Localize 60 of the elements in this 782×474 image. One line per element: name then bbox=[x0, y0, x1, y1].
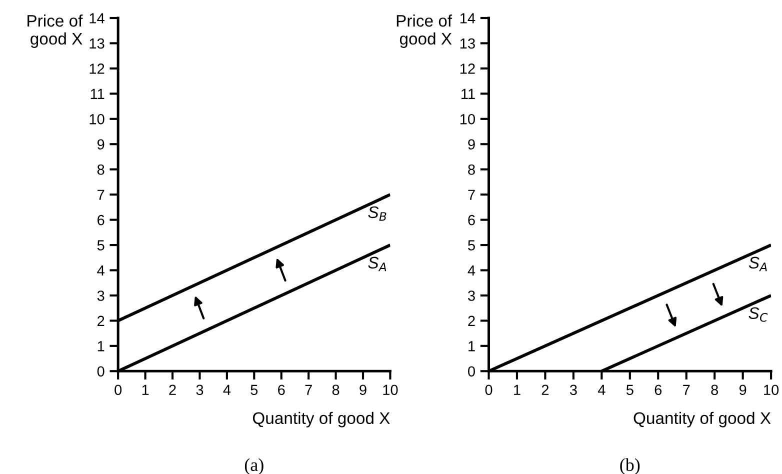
series-label: S$_{C}$ bbox=[748, 307, 768, 322]
y-tick-label: 1 bbox=[98, 341, 104, 352]
x-tick-label: 6 bbox=[654, 384, 662, 396]
x-tick-label: 4 bbox=[598, 384, 606, 395]
y-tick-label: 9 bbox=[468, 139, 475, 150]
x-tick-label: 6 bbox=[278, 384, 285, 396]
x-tick-label: 2 bbox=[542, 384, 549, 395]
y-tick-label: 14 bbox=[90, 13, 104, 24]
x-tick-label: 3 bbox=[196, 384, 204, 396]
x-tick-label: 8 bbox=[711, 384, 718, 396]
y-tick-label: 9 bbox=[97, 139, 104, 150]
y-tick-label: 7 bbox=[98, 190, 104, 200]
y-tick-label: 2 bbox=[98, 316, 104, 326]
x-tick-label: 4 bbox=[223, 384, 231, 395]
x-tick-label: 9 bbox=[739, 384, 746, 396]
y-tick-label: 11 bbox=[462, 88, 475, 99]
y-tick-label: 10 bbox=[460, 114, 475, 124]
x-tick-label: 7 bbox=[305, 384, 312, 395]
y-tick-label: 6 bbox=[98, 214, 104, 226]
x-tick-label: 5 bbox=[250, 384, 258, 396]
x-tick-label: 10 bbox=[383, 384, 398, 396]
y-tick-label: 6 bbox=[468, 214, 475, 226]
y-tick-label: 12 bbox=[460, 64, 475, 74]
x-tick-label: 1 bbox=[514, 384, 520, 395]
x-tick-label: 0 bbox=[114, 384, 122, 396]
x-axis-title: Quantity of good X bbox=[634, 412, 771, 428]
y-axis-title: Price of good X bbox=[28, 14, 83, 48]
series-label: S$_{B}$ bbox=[368, 206, 386, 221]
y-tick-label: 13 bbox=[460, 38, 475, 49]
y-tick-label: 13 bbox=[90, 38, 104, 49]
y-tick-label: 4 bbox=[97, 266, 104, 276]
y-tick-label: 7 bbox=[468, 190, 475, 200]
x-axis-title: Quantity of good X bbox=[252, 412, 390, 428]
x-tick-label: 8 bbox=[332, 384, 340, 396]
y-tick-label: 8 bbox=[468, 164, 475, 175]
x-tick-label: 5 bbox=[626, 384, 634, 396]
y-tick-label: 8 bbox=[97, 164, 104, 175]
y-tick-label: 0 bbox=[468, 366, 475, 377]
y-axis-title: Price of good X bbox=[396, 14, 452, 48]
y-tick-label: 5 bbox=[468, 240, 475, 250]
y-tick-label: 12 bbox=[90, 64, 104, 74]
y-tick-label: 2 bbox=[468, 316, 475, 326]
y-tick-label: 1 bbox=[468, 341, 475, 352]
x-tick-label: 2 bbox=[169, 384, 176, 395]
y-tick-label: 3 bbox=[97, 290, 104, 301]
x-tick-label: 10 bbox=[764, 384, 779, 396]
y-tick-label: 5 bbox=[97, 240, 104, 250]
x-tick-label: 9 bbox=[360, 384, 366, 396]
y-tick-label: 4 bbox=[468, 266, 476, 276]
y-tick-label: 0 bbox=[97, 366, 104, 377]
series-label: S$_{A}$ bbox=[368, 256, 386, 272]
y-tick-label: 14 bbox=[460, 13, 476, 24]
x-tick-label: 3 bbox=[570, 384, 577, 396]
x-tick-label: 0 bbox=[485, 384, 492, 396]
y-tick-label: 11 bbox=[90, 88, 104, 99]
y-tick-label: 10 bbox=[90, 114, 104, 124]
series-label: S$_{A}$ bbox=[748, 256, 767, 272]
y-tick-label: 3 bbox=[468, 290, 475, 301]
x-tick-label: 1 bbox=[142, 384, 149, 395]
x-tick-label: 7 bbox=[683, 384, 690, 395]
